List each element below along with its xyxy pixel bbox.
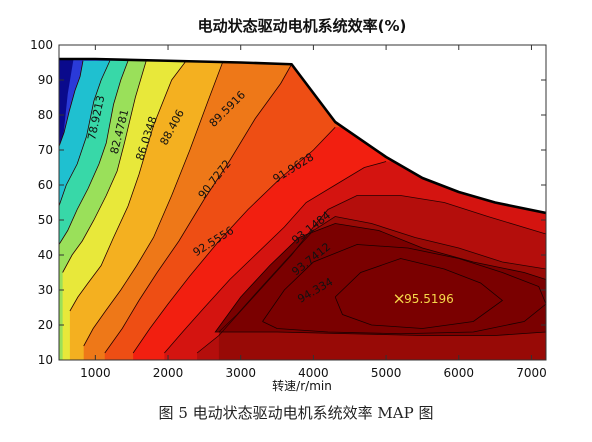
axis-ticks: 1000 2000 3000 4000 5000 6000 7000 10 20 30 40 50 60… [30, 38, 547, 380]
x-tick-label: 2000 [153, 366, 184, 380]
x-tick-label: 6000 [444, 366, 475, 380]
x-tick-label: 7000 [516, 366, 547, 380]
y-tick-label: 90 [38, 73, 53, 87]
y-tick-label: 50 [38, 213, 53, 227]
contour-line [132, 126, 336, 354]
contour-line [334, 258, 504, 329]
y-tick-label: 30 [38, 283, 53, 297]
contour-band [59, 59, 74, 178]
x-tick-label: 4000 [298, 366, 329, 380]
max-torque-envelope [59, 57, 546, 215]
x-axis-label: 转速/r/min [272, 378, 332, 393]
peak-marker [394, 294, 404, 304]
y-tick-label: 70 [38, 143, 53, 157]
y-tick-label: 60 [38, 178, 53, 192]
contour-lines [59, 45, 546, 354]
contour-line [59, 60, 111, 207]
contour-line [83, 62, 223, 347]
chart-title: 电动状态驱动电机系统效率(%) [198, 17, 407, 35]
y-tick-label: 80 [38, 108, 53, 122]
x-tick-label: 3000 [225, 366, 256, 380]
contour-line [218, 216, 546, 333]
contour-line [262, 244, 546, 335]
peak-label: 95.5196 [404, 292, 454, 306]
y-tick-label: 20 [38, 318, 53, 332]
contour-line [59, 60, 129, 245]
contour-line [62, 60, 147, 273]
contour-line [104, 64, 292, 354]
contour-line [69, 60, 187, 312]
x-tick-label: 1000 [80, 366, 111, 380]
contour-line [59, 60, 84, 147]
plot-frame [58, 44, 547, 361]
y-tick-label: 40 [38, 248, 53, 262]
figure-caption: 图 5 电动状态驱动电机系统效率 MAP 图 [158, 404, 434, 422]
y-tick-label: 100 [30, 38, 53, 52]
outside-region [59, 45, 546, 213]
x-tick-label: 5000 [371, 366, 402, 380]
efficiency-map-chart: 电动状态驱动电机系统效率(%) 78.9213 82.4781 86.034888.… [30, 17, 547, 393]
contour-line [196, 195, 546, 354]
contour-line [164, 161, 387, 354]
y-tick-label: 10 [38, 353, 53, 367]
contour-band [214, 223, 546, 336]
